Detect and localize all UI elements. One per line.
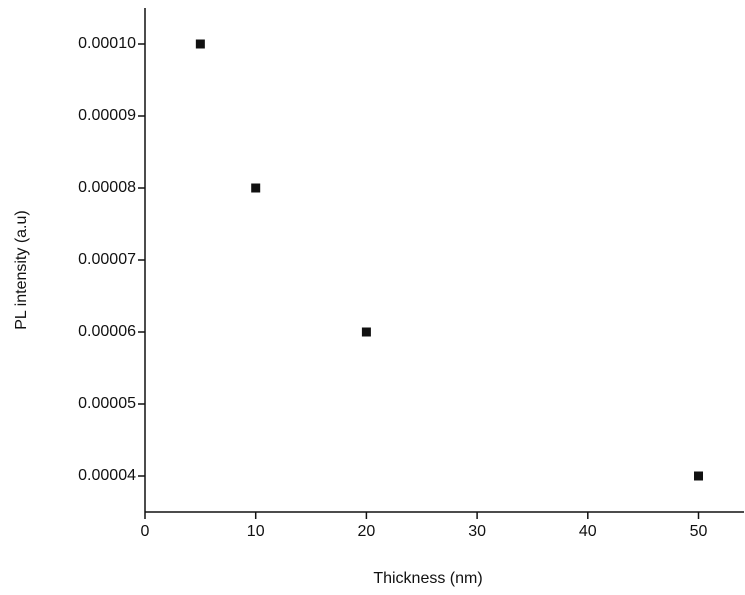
y-axis-label: PL intensity (a.u) [13, 210, 30, 329]
x-tick-label: 10 [247, 523, 265, 540]
chart: Thickness (nm) PL intensity (a.u) 0.0000… [0, 0, 745, 595]
x-axis-label: Thickness (nm) [373, 570, 482, 587]
x-tick-label: 0 [141, 523, 150, 540]
y-tick-label: 0.00009 [78, 107, 136, 124]
x-tick-label: 50 [690, 523, 708, 540]
marker [251, 184, 260, 193]
y-tick-label: 0.00004 [78, 467, 136, 484]
y-tick-label: 0.00010 [78, 35, 136, 52]
y-tick-label: 0.00006 [78, 323, 136, 340]
y-tick-label: 0.00005 [78, 395, 136, 412]
marker [362, 328, 371, 337]
marker [196, 40, 205, 49]
x-tick-label: 40 [579, 523, 597, 540]
y-tick-label: 0.00007 [78, 251, 136, 268]
marker [694, 472, 703, 481]
x-tick-label: 20 [358, 523, 376, 540]
y-tick-label: 0.00008 [78, 179, 136, 196]
x-tick-label: 30 [468, 523, 486, 540]
